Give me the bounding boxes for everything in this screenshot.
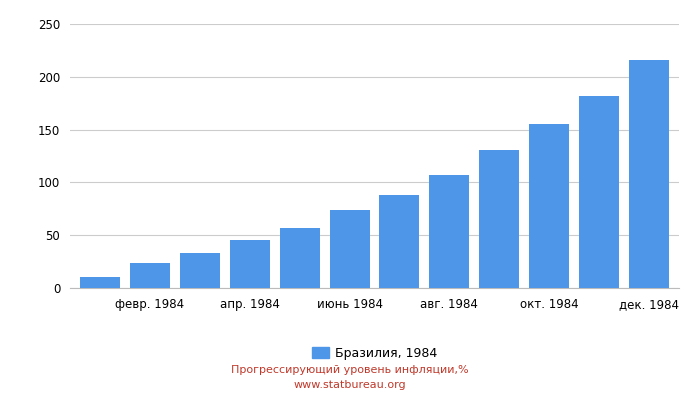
Bar <box>429 175 469 288</box>
Bar <box>480 150 519 288</box>
Bar <box>330 210 370 288</box>
Bar <box>379 195 419 288</box>
Bar <box>80 277 120 288</box>
Bar <box>579 96 619 288</box>
Legend: Бразилия, 1984: Бразилия, 1984 <box>312 347 438 360</box>
Bar <box>629 60 669 288</box>
Text: Прогрессирующий уровень инфляции,%: Прогрессирующий уровень инфляции,% <box>231 365 469 375</box>
Bar <box>180 253 220 288</box>
Bar <box>280 228 320 288</box>
Text: www.statbureau.org: www.statbureau.org <box>294 380 406 390</box>
Bar <box>230 240 270 288</box>
Bar <box>529 124 569 288</box>
Bar <box>130 263 170 288</box>
